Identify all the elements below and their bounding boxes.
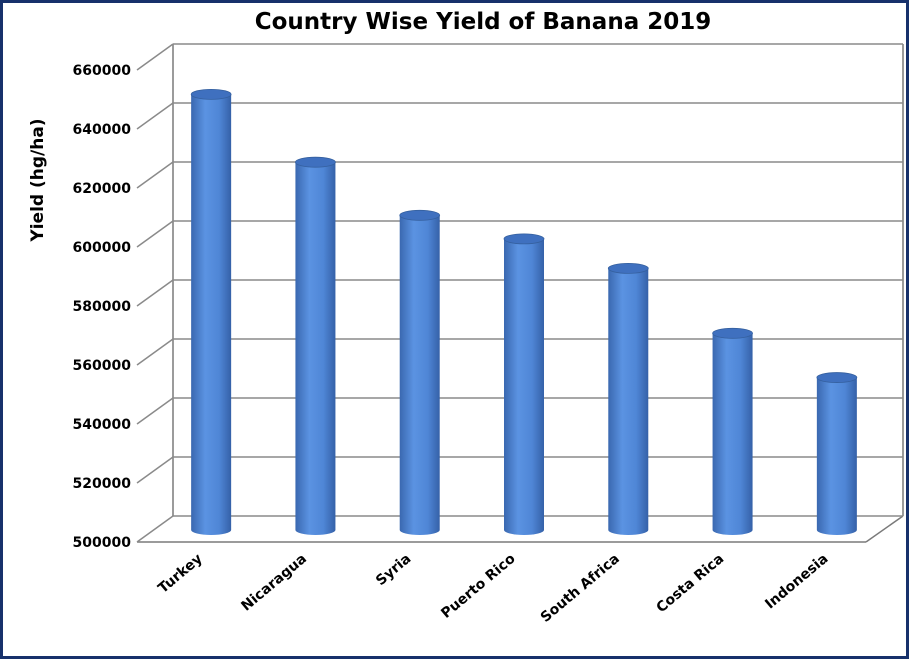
- bar: [816, 372, 858, 535]
- y-tick-label: 500000: [73, 535, 132, 551]
- y-tick-label: 560000: [73, 358, 132, 374]
- bars: [190, 88, 858, 536]
- gridline-side: [136, 515, 174, 543]
- bar: [607, 262, 649, 535]
- x-tick-label: Costa Rica: [654, 551, 728, 616]
- y-tick-label: 620000: [73, 181, 132, 197]
- floor-right-edge: [865, 515, 904, 543]
- bar-top: [503, 233, 545, 245]
- y-tick-label: 520000: [73, 476, 132, 492]
- gridline-side: [136, 456, 174, 484]
- bar-top: [816, 372, 858, 383]
- bar-top: [712, 327, 753, 339]
- bar: [295, 156, 336, 535]
- y-tick-label: 540000: [73, 417, 132, 433]
- gridline-side: [136, 279, 174, 307]
- bar-body: [399, 215, 440, 536]
- bar-top: [295, 156, 336, 168]
- bar-body: [295, 162, 336, 535]
- bar-top: [190, 88, 232, 100]
- bar-body: [608, 268, 649, 535]
- gridline-side: [136, 161, 174, 189]
- x-tick-label: Nicaragua: [238, 551, 310, 615]
- bar-body: [712, 333, 753, 535]
- bar-top: [607, 262, 649, 274]
- x-axis-ticks: Turkey Nicaragua Syria Puerto Rico South Afr…: [155, 551, 831, 626]
- y-tick-label: 600000: [73, 240, 132, 256]
- bar-body: [816, 377, 857, 535]
- bar: [503, 233, 545, 535]
- x-tick-label: Indonesia: [762, 551, 831, 613]
- x-tick-label: South Africa: [538, 551, 623, 626]
- chart-title: Country Wise Yield of Banana 2019: [255, 9, 712, 35]
- y-axis-label: Yield (hg/ha): [28, 118, 48, 242]
- gridline-side: [136, 43, 174, 71]
- y-tick-label: 640000: [73, 122, 132, 138]
- y-tick-label: 580000: [73, 299, 132, 315]
- y-axis-ticks: 500000 520000 540000 560000 580000 600000 6200…: [73, 63, 132, 551]
- bar-body: [504, 238, 544, 535]
- bar: [399, 209, 441, 536]
- gridline-side: [136, 102, 174, 130]
- bar-body: [191, 94, 232, 535]
- bar: [190, 88, 232, 535]
- x-tick-label: Syria: [373, 551, 414, 589]
- gridline-side: [136, 338, 174, 366]
- y-tick-label: 660000: [73, 63, 132, 79]
- gridline-side: [136, 397, 174, 425]
- gridline-side: [136, 220, 174, 248]
- x-tick-label: Turkey: [155, 551, 205, 597]
- bar-top: [399, 209, 441, 221]
- x-tick-label: Puerto Rico: [438, 551, 519, 622]
- bar: [712, 327, 753, 535]
